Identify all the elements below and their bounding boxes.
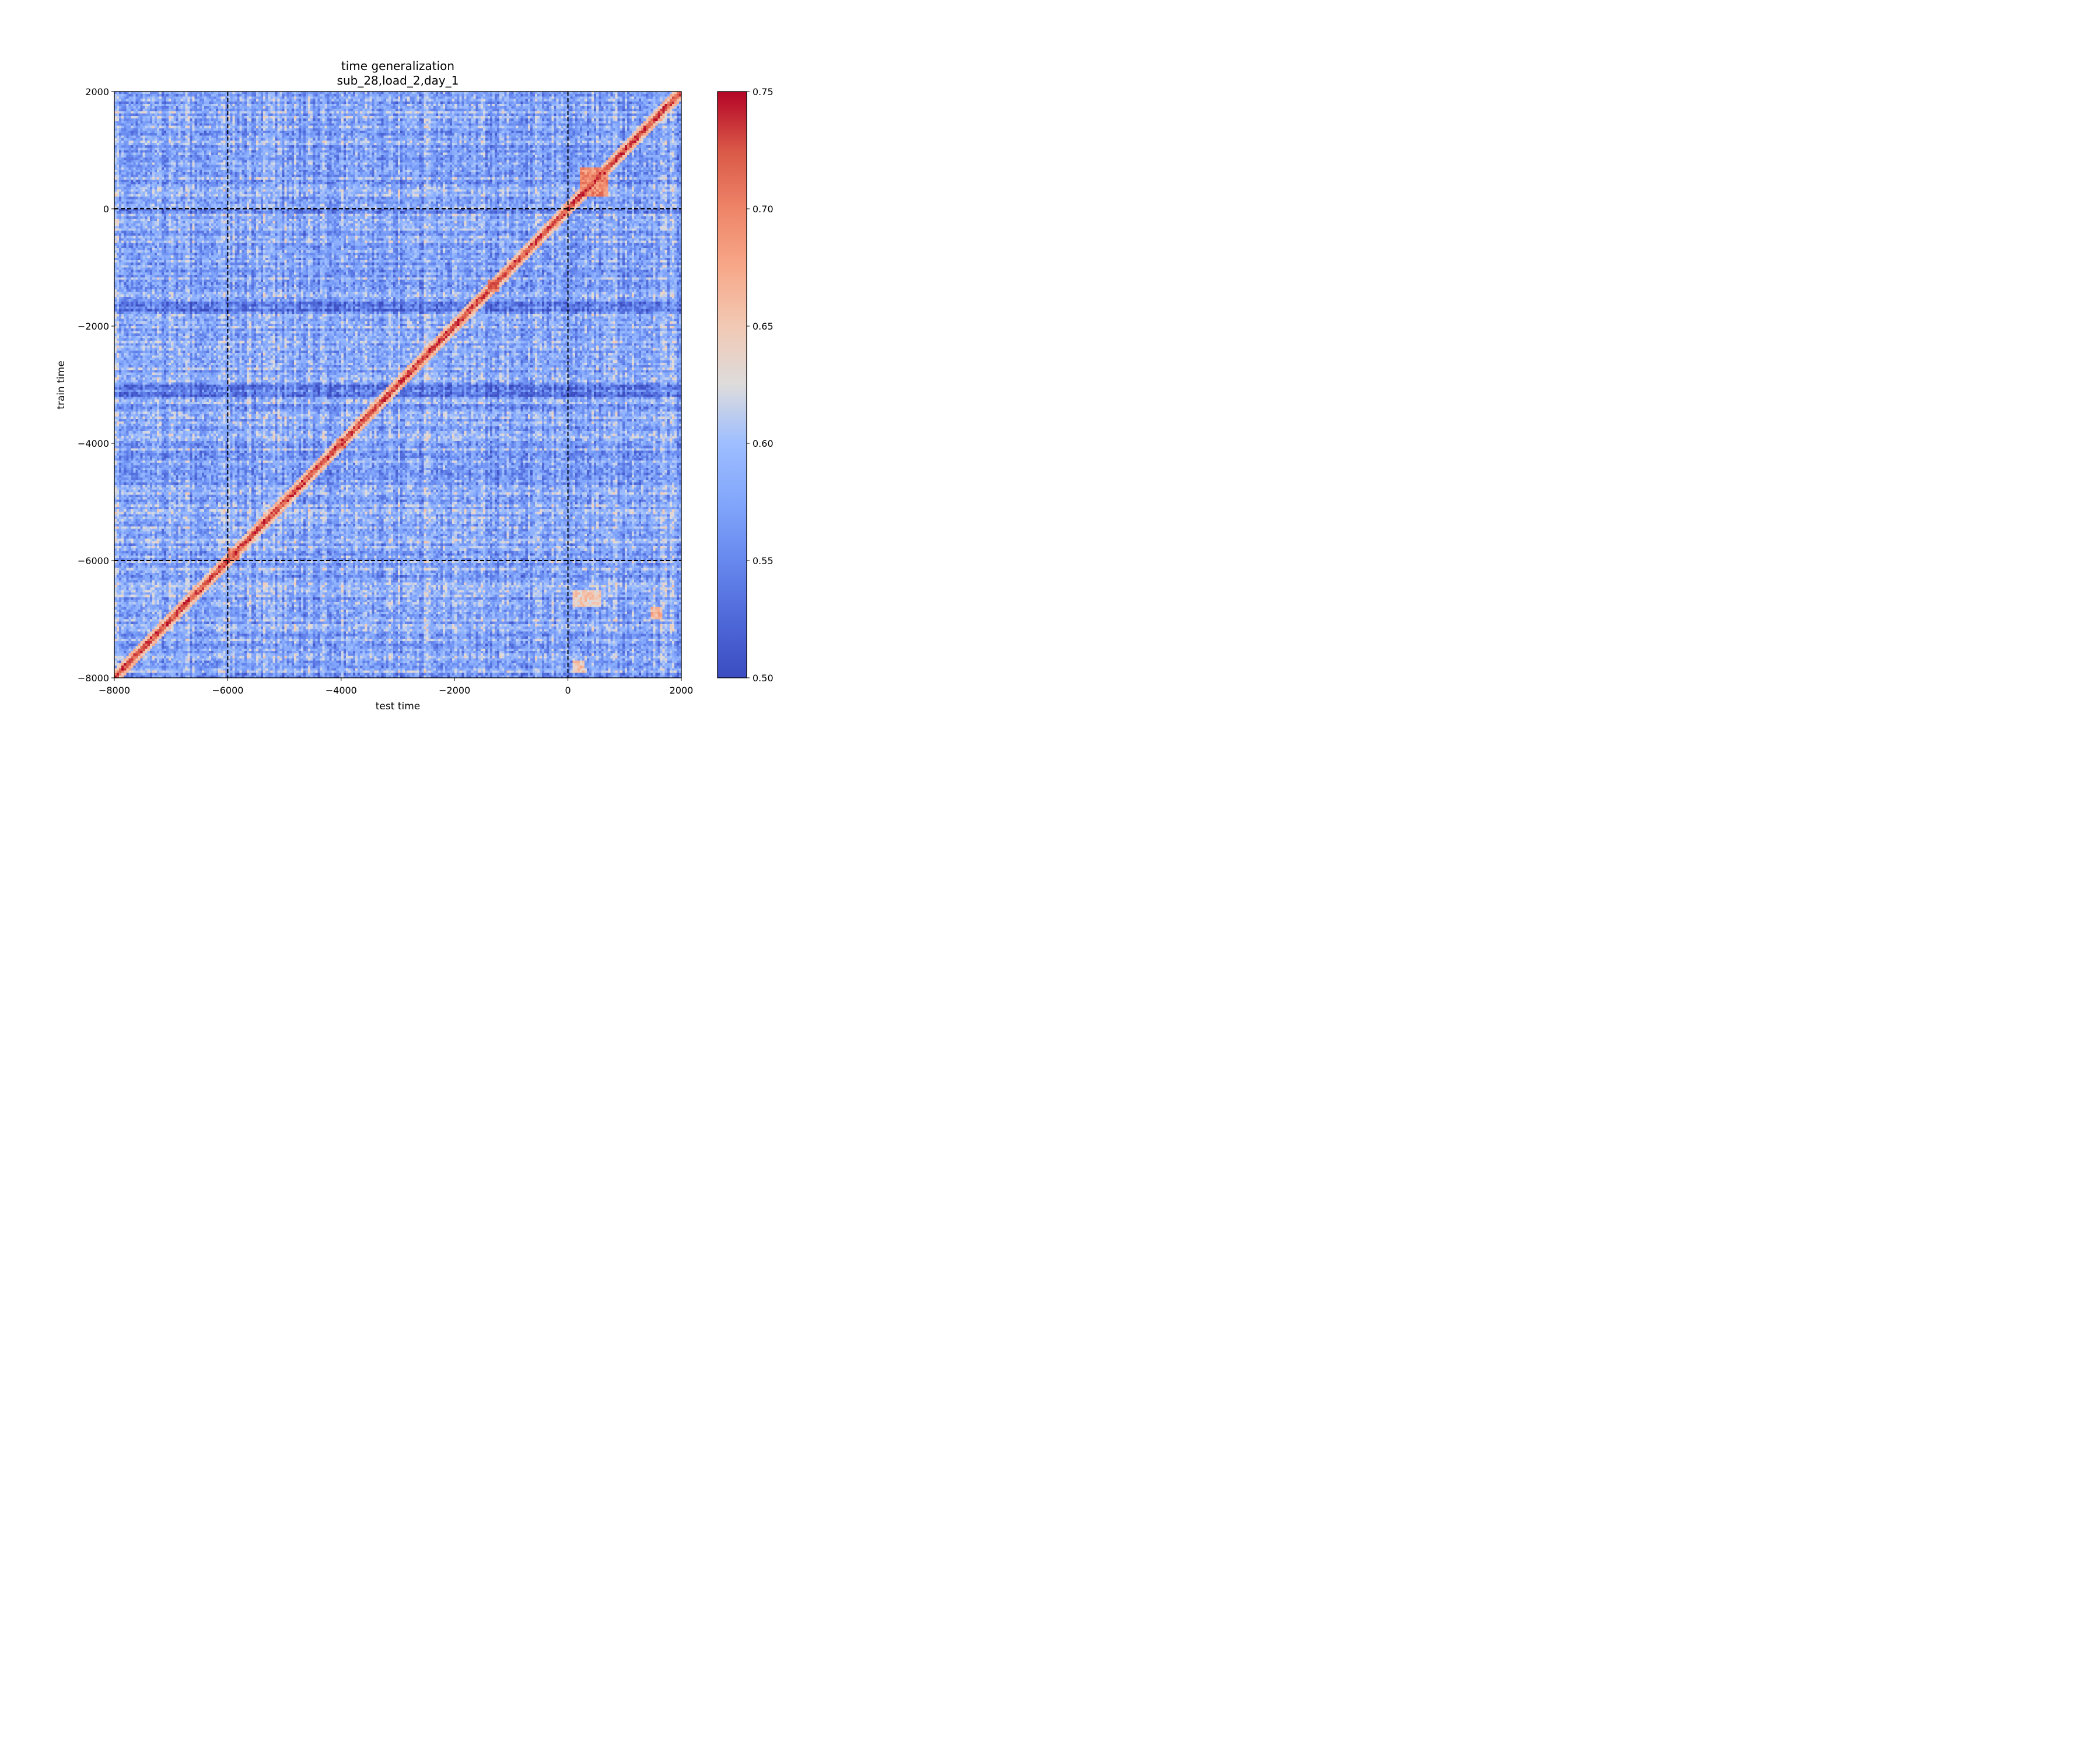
x-tick-label: −4000: [326, 685, 357, 696]
colorbar: [717, 91, 747, 678]
y-tick-label: 0: [103, 204, 109, 215]
x-tick-label: −8000: [99, 685, 130, 696]
y-tick-label: −8000: [78, 673, 109, 684]
colorbar-tick-label: 0.55: [752, 555, 774, 566]
y-axis-label: train time: [55, 360, 67, 409]
y-axis-ticks: −8000 −6000 −4000 −2000 0 2000: [78, 86, 114, 684]
y-tick-label: −4000: [78, 438, 109, 449]
reference-lines: [114, 92, 681, 678]
heatmap-cells: [114, 92, 681, 678]
colorbar-tick-label: 0.50: [752, 673, 774, 684]
x-axis-label: test time: [376, 701, 420, 712]
plot-frame: [114, 91, 682, 678]
y-tick-label: −6000: [78, 555, 109, 566]
x-tick-label: −2000: [439, 685, 470, 696]
colorbar-tick-label: 0.75: [752, 86, 774, 97]
y-tick-label: −2000: [78, 321, 109, 332]
colorbar-tick-label: 0.60: [752, 438, 774, 449]
chart-subtitle: sub_28,load_2,day_1: [337, 74, 459, 88]
colorbar-ticks: 0.50 0.55 0.60 0.65 0.70 0.75: [747, 86, 774, 684]
y-tick-label: 2000: [85, 86, 109, 97]
chart-figure: time generalization sub_28,load_2,day_1 …: [55, 59, 774, 712]
x-tick-label: 0: [565, 685, 571, 696]
x-tick-label: 2000: [670, 685, 694, 696]
heatmap: [114, 92, 681, 678]
x-axis-ticks: −8000 −6000 −4000 −2000 0 2000: [99, 678, 693, 696]
chart-title: time generalization: [341, 59, 454, 73]
colorbar-tick-label: 0.70: [752, 204, 774, 215]
colorbar-tick-label: 0.65: [752, 321, 774, 332]
x-tick-label: −6000: [212, 685, 243, 696]
